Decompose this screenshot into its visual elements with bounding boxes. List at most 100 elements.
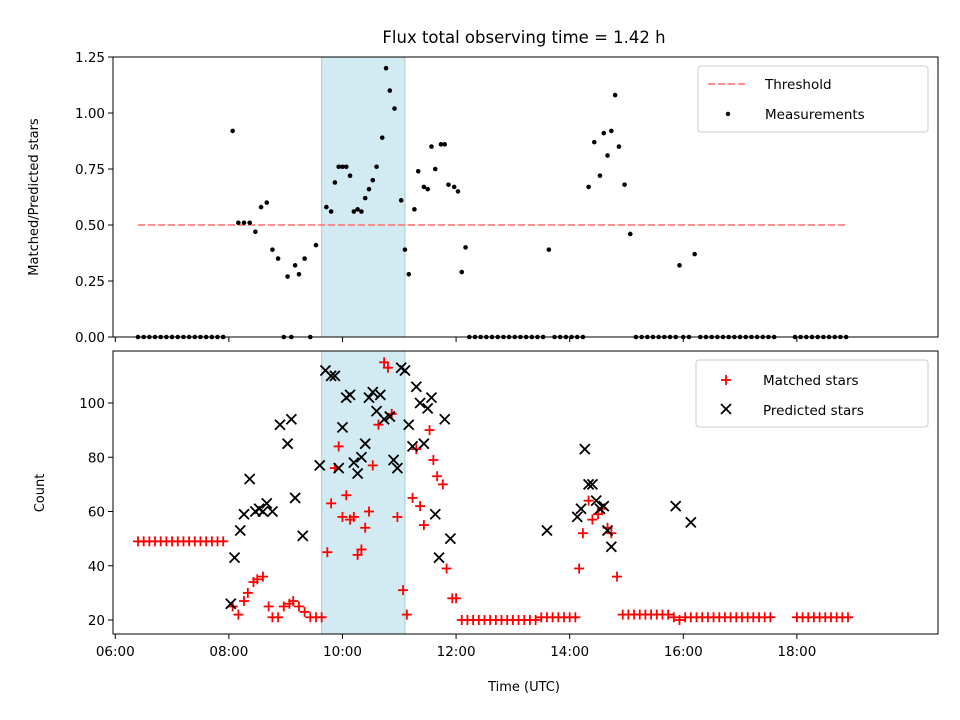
predicted-star-point	[289, 492, 301, 504]
measurement-point	[241, 220, 247, 226]
measurement-point	[622, 182, 627, 187]
x-tick-label: 12:00	[437, 644, 476, 660]
measurement-point	[302, 256, 307, 261]
predicted-star-point	[418, 438, 430, 450]
matched-star-point	[218, 536, 229, 547]
matched-star-point	[278, 601, 289, 612]
matched-star-point	[360, 522, 371, 533]
top-legend: Threshold Measurements	[697, 65, 929, 133]
predicted-star-point	[351, 467, 364, 480]
matched-star-point	[583, 495, 594, 506]
bottom-y-tick-label: 40	[88, 559, 105, 575]
predicted-star-point	[329, 370, 341, 382]
x-tick-label: 10:00	[323, 644, 362, 660]
legend-measurements-label: Measurements	[765, 107, 865, 123]
matched-star-point	[407, 492, 418, 503]
matched-star-point	[418, 520, 429, 531]
predicted-star-point	[355, 451, 368, 463]
top-y-tick-label: 0.50	[75, 218, 105, 234]
predicted-star-point	[391, 462, 404, 474]
predicted-star-point	[374, 389, 386, 401]
predicted-star-point	[333, 462, 345, 474]
matched-star-point	[316, 612, 327, 623]
matched-star-point	[843, 612, 853, 623]
bottom-axis-ticks: 20 40 60 80 100 06:00 08:00 10:00 12:00 14:00 16:0…	[79, 396, 816, 660]
matched-star-point	[382, 362, 393, 373]
matched-star-point	[333, 441, 344, 452]
bottom-y-tick-label: 20	[88, 613, 105, 629]
predicted-star-point	[367, 386, 379, 398]
measurement-point	[605, 153, 610, 158]
measurement-point	[392, 106, 397, 111]
predicted-star-point	[325, 370, 337, 382]
matched-star-point	[437, 479, 448, 490]
measurement-point	[351, 209, 357, 214]
predicted-star-point	[363, 391, 375, 404]
measurement-point	[285, 274, 290, 279]
measurement-point	[432, 166, 438, 172]
predicted-star-point	[399, 364, 411, 377]
matched-star-point	[428, 454, 439, 465]
measurement-point	[270, 247, 275, 252]
predicted-star-point	[285, 413, 297, 425]
matched-star-point	[252, 574, 263, 585]
predicted-star-point	[234, 524, 246, 537]
x-tick-label: 14:00	[550, 644, 589, 660]
matched-star-point	[233, 609, 244, 620]
matched-stars-points	[133, 357, 853, 625]
measurement-point	[264, 200, 270, 205]
measurement-point	[459, 269, 465, 275]
measurement-point	[616, 144, 622, 149]
measurement-point	[362, 195, 368, 201]
matched-star-point	[373, 419, 384, 430]
predicted-star-point	[598, 500, 610, 512]
measurement-point	[340, 164, 345, 170]
predicted-star-point	[429, 508, 441, 520]
matched-star-point	[352, 549, 363, 560]
predicted-star-point	[670, 500, 682, 512]
top-y-axis-label: Matched/Predicted stars	[27, 118, 42, 276]
top-axes-frame	[112, 56, 939, 338]
measurement-point	[379, 135, 385, 140]
measurement-point	[230, 128, 235, 134]
measurement-point	[463, 245, 468, 250]
matched-star-point	[293, 601, 304, 612]
measurement-point	[247, 220, 253, 226]
matched-star-point	[577, 528, 588, 539]
predicted-star-point	[274, 419, 286, 431]
predicted-star-point	[439, 413, 451, 425]
predicted-star-point	[403, 419, 415, 431]
bottom-y-tick-label: 100	[79, 396, 105, 412]
matched-star-point	[341, 490, 352, 501]
predicted-star-point	[314, 459, 326, 472]
measurement-point	[415, 168, 421, 174]
matched-star-point	[424, 425, 435, 436]
measurement-point	[313, 242, 319, 248]
matched-star-point	[273, 612, 284, 623]
measurement-point	[355, 207, 360, 212]
measurement-point	[586, 184, 591, 190]
legend-matched-swatch	[721, 375, 731, 385]
predicted-star-point	[425, 391, 438, 404]
top-y-tick-label: 1.25	[75, 50, 105, 66]
matched-star-point	[392, 511, 403, 522]
x-tick-label: 08:00	[209, 644, 248, 660]
measurement-point	[438, 142, 444, 147]
predicted-star-point	[575, 503, 587, 515]
matched-star-point	[587, 514, 598, 525]
x-tick-label: 16:00	[664, 644, 703, 660]
top-y-tick-label: 0.75	[75, 162, 105, 178]
observing-interval-shade-bottom	[321, 350, 406, 635]
measurement-point	[627, 231, 633, 237]
top-axis-ticks: 0.00 0.25 0.50 0.75 1.00 1.25	[75, 50, 798, 346]
matched-star-point	[612, 571, 623, 582]
predicted-star-point	[359, 438, 371, 450]
predicted-star-point	[582, 478, 595, 491]
matched-star-point	[574, 563, 585, 574]
matched-star-point	[363, 506, 374, 517]
measurement-point	[429, 144, 434, 149]
measurement-point	[343, 164, 349, 170]
matched-star-point	[415, 501, 426, 512]
legend-predicted-swatch	[720, 403, 732, 415]
